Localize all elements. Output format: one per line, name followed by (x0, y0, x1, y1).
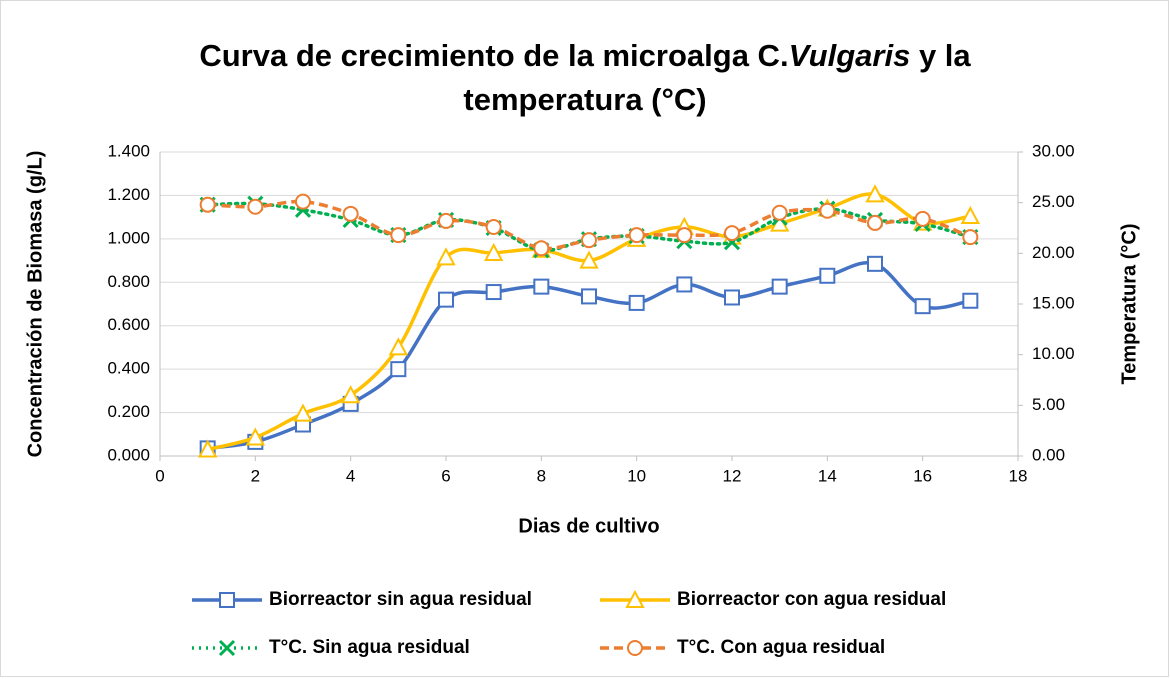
marker (533, 240, 550, 257)
x-tick-label: 8 (537, 466, 546, 485)
chart-title: Curva de crecimiento de la microalga C.V… (199, 38, 971, 73)
y-tick-label: 0.000 (107, 445, 150, 464)
y-tick-label: 0.200 (107, 402, 150, 421)
y2-tick-label: 25.00 (1032, 192, 1075, 211)
series-line (207, 192, 971, 452)
y2-tick-label: 10.00 (1032, 344, 1075, 363)
y2-tick-label: 15.00 (1032, 293, 1075, 312)
marker (533, 278, 550, 295)
x-tick-label: 14 (818, 466, 837, 485)
x-tick-label: 2 (251, 466, 260, 485)
marker (625, 589, 645, 608)
x-tick-label: 6 (441, 466, 450, 485)
marker (485, 284, 502, 301)
title-part: temperatura (°C) (463, 82, 706, 117)
marker (245, 427, 265, 446)
marker (199, 196, 216, 213)
marker (676, 276, 693, 293)
marker (438, 291, 454, 308)
legend-label: Biorreactor sin agua residual (269, 589, 532, 610)
y-tick-label: 0.800 (107, 272, 150, 291)
y-tick-label: 0.600 (107, 315, 150, 334)
x-tick-label: 16 (913, 466, 932, 485)
marker (962, 292, 979, 309)
y2-tick-label: 0.00 (1032, 445, 1065, 464)
legend-label: T°C. Sin agua residual (269, 637, 470, 658)
marker (960, 205, 980, 225)
marker (390, 227, 407, 244)
marker (628, 227, 645, 244)
x-tick-label: 18 (1009, 466, 1028, 485)
y2-axis-label: Temperatura (°C) (1118, 224, 1140, 385)
marker (819, 202, 836, 219)
marker (390, 361, 407, 378)
x-axis-label: Dias de cultivo (518, 515, 659, 537)
y2-tick-label: 5.00 (1032, 395, 1065, 414)
marker (627, 640, 643, 656)
marker (628, 294, 645, 311)
marker (579, 250, 599, 269)
y-tick-label: 0.400 (107, 359, 150, 378)
y2-tick-label: 30.00 (1032, 141, 1075, 160)
marker (819, 267, 836, 284)
marker (388, 337, 408, 356)
y-tick-label: 1.400 (107, 141, 150, 160)
marker (771, 204, 788, 221)
marker (219, 592, 235, 608)
y-tick-label: 1.200 (107, 185, 150, 204)
x-tick-label: 0 (155, 466, 164, 485)
marker (484, 242, 504, 261)
title-part: y la (910, 38, 971, 73)
marker (198, 439, 218, 458)
marker (436, 247, 456, 266)
title-part: Vulgaris (789, 38, 911, 73)
marker (581, 232, 597, 249)
marker (914, 298, 931, 315)
marker (438, 212, 454, 229)
marker (867, 255, 883, 272)
marker (247, 198, 264, 215)
marker (867, 214, 883, 231)
marker (295, 193, 311, 210)
legend-label: T°C. Con agua residual (677, 637, 885, 658)
marker (771, 278, 788, 295)
x-tick-label: 10 (627, 466, 646, 485)
marker (865, 184, 885, 203)
marker (341, 385, 361, 404)
marker (485, 218, 502, 235)
marker (676, 227, 693, 244)
y-tick-label: 1.000 (107, 228, 150, 247)
y2-tick-label: 20.00 (1032, 243, 1075, 262)
y-axis-label: Concentración de Biomasa (g/L) (24, 151, 46, 458)
legend-label: Biorreactor con agua residual (677, 589, 946, 610)
x-tick-label: 4 (346, 466, 355, 485)
chart-title: temperatura (°C) (463, 82, 706, 117)
marker (724, 225, 740, 242)
marker (218, 639, 236, 657)
marker (581, 288, 597, 305)
marker (914, 210, 931, 227)
marker (293, 403, 313, 422)
title-part: Curva de crecimiento de la microalga C. (199, 38, 788, 73)
marker (724, 289, 740, 306)
marker (962, 229, 979, 246)
marker (342, 205, 359, 222)
x-tick-label: 12 (723, 466, 742, 485)
